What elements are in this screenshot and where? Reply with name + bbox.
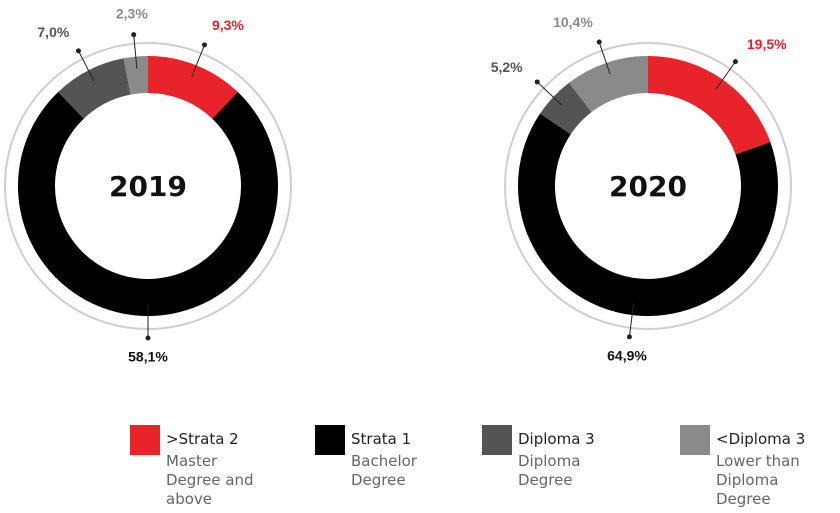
donut-segment (17, 91, 278, 316)
leader-dot (596, 39, 602, 45)
leader-dot (534, 79, 540, 85)
leader-line (78, 50, 95, 82)
center-title: 2020 (609, 170, 687, 203)
legend-description: Diploma Degree (518, 452, 581, 489)
leader-line (598, 41, 611, 75)
leader-dot (732, 59, 738, 65)
legend-swatch (130, 425, 160, 455)
leader-line (133, 34, 138, 69)
value-label: 5,2% (491, 59, 523, 75)
legend-swatch (680, 425, 710, 455)
leader-line (715, 61, 736, 90)
legend-description: Bachelor Degree (351, 452, 417, 489)
donut-segment (148, 56, 238, 119)
donut-segment (648, 56, 771, 155)
leader-dot (75, 48, 81, 54)
leader-dot (202, 42, 208, 48)
value-label: 2,3% (116, 5, 148, 21)
value-label: 9,3% (212, 17, 244, 33)
donut-segment (123, 56, 148, 95)
donut-segment (518, 113, 778, 316)
legend-name: Diploma 3 (518, 430, 595, 448)
center-title: 2019 (109, 170, 187, 203)
value-label: 58,1% (128, 349, 168, 365)
leader-line (536, 81, 563, 106)
donut-segment (540, 82, 592, 135)
value-label: 19,5% (747, 36, 787, 52)
legend-description: Lower than Diploma Degree (716, 452, 800, 508)
value-label: 10,4% (553, 14, 593, 30)
legend-name: <Diploma 3 (716, 430, 806, 448)
value-label: 7,0% (37, 24, 69, 40)
legend-swatch (315, 425, 345, 455)
outer-ring (504, 42, 792, 330)
value-label: 64,9% (607, 347, 647, 363)
leader-dot (131, 32, 137, 38)
legend-description: Master Degree and above (166, 452, 254, 508)
donut-segment (568, 56, 648, 113)
leader-line (628, 303, 635, 337)
donut-segment (58, 58, 131, 119)
legend-name: >Strata 2 (166, 430, 239, 448)
legend-name: Strata 1 (351, 430, 412, 448)
leader-dot (145, 335, 151, 341)
leader-dot (626, 334, 632, 340)
legend-swatch (482, 425, 512, 455)
leader-line (191, 44, 205, 77)
